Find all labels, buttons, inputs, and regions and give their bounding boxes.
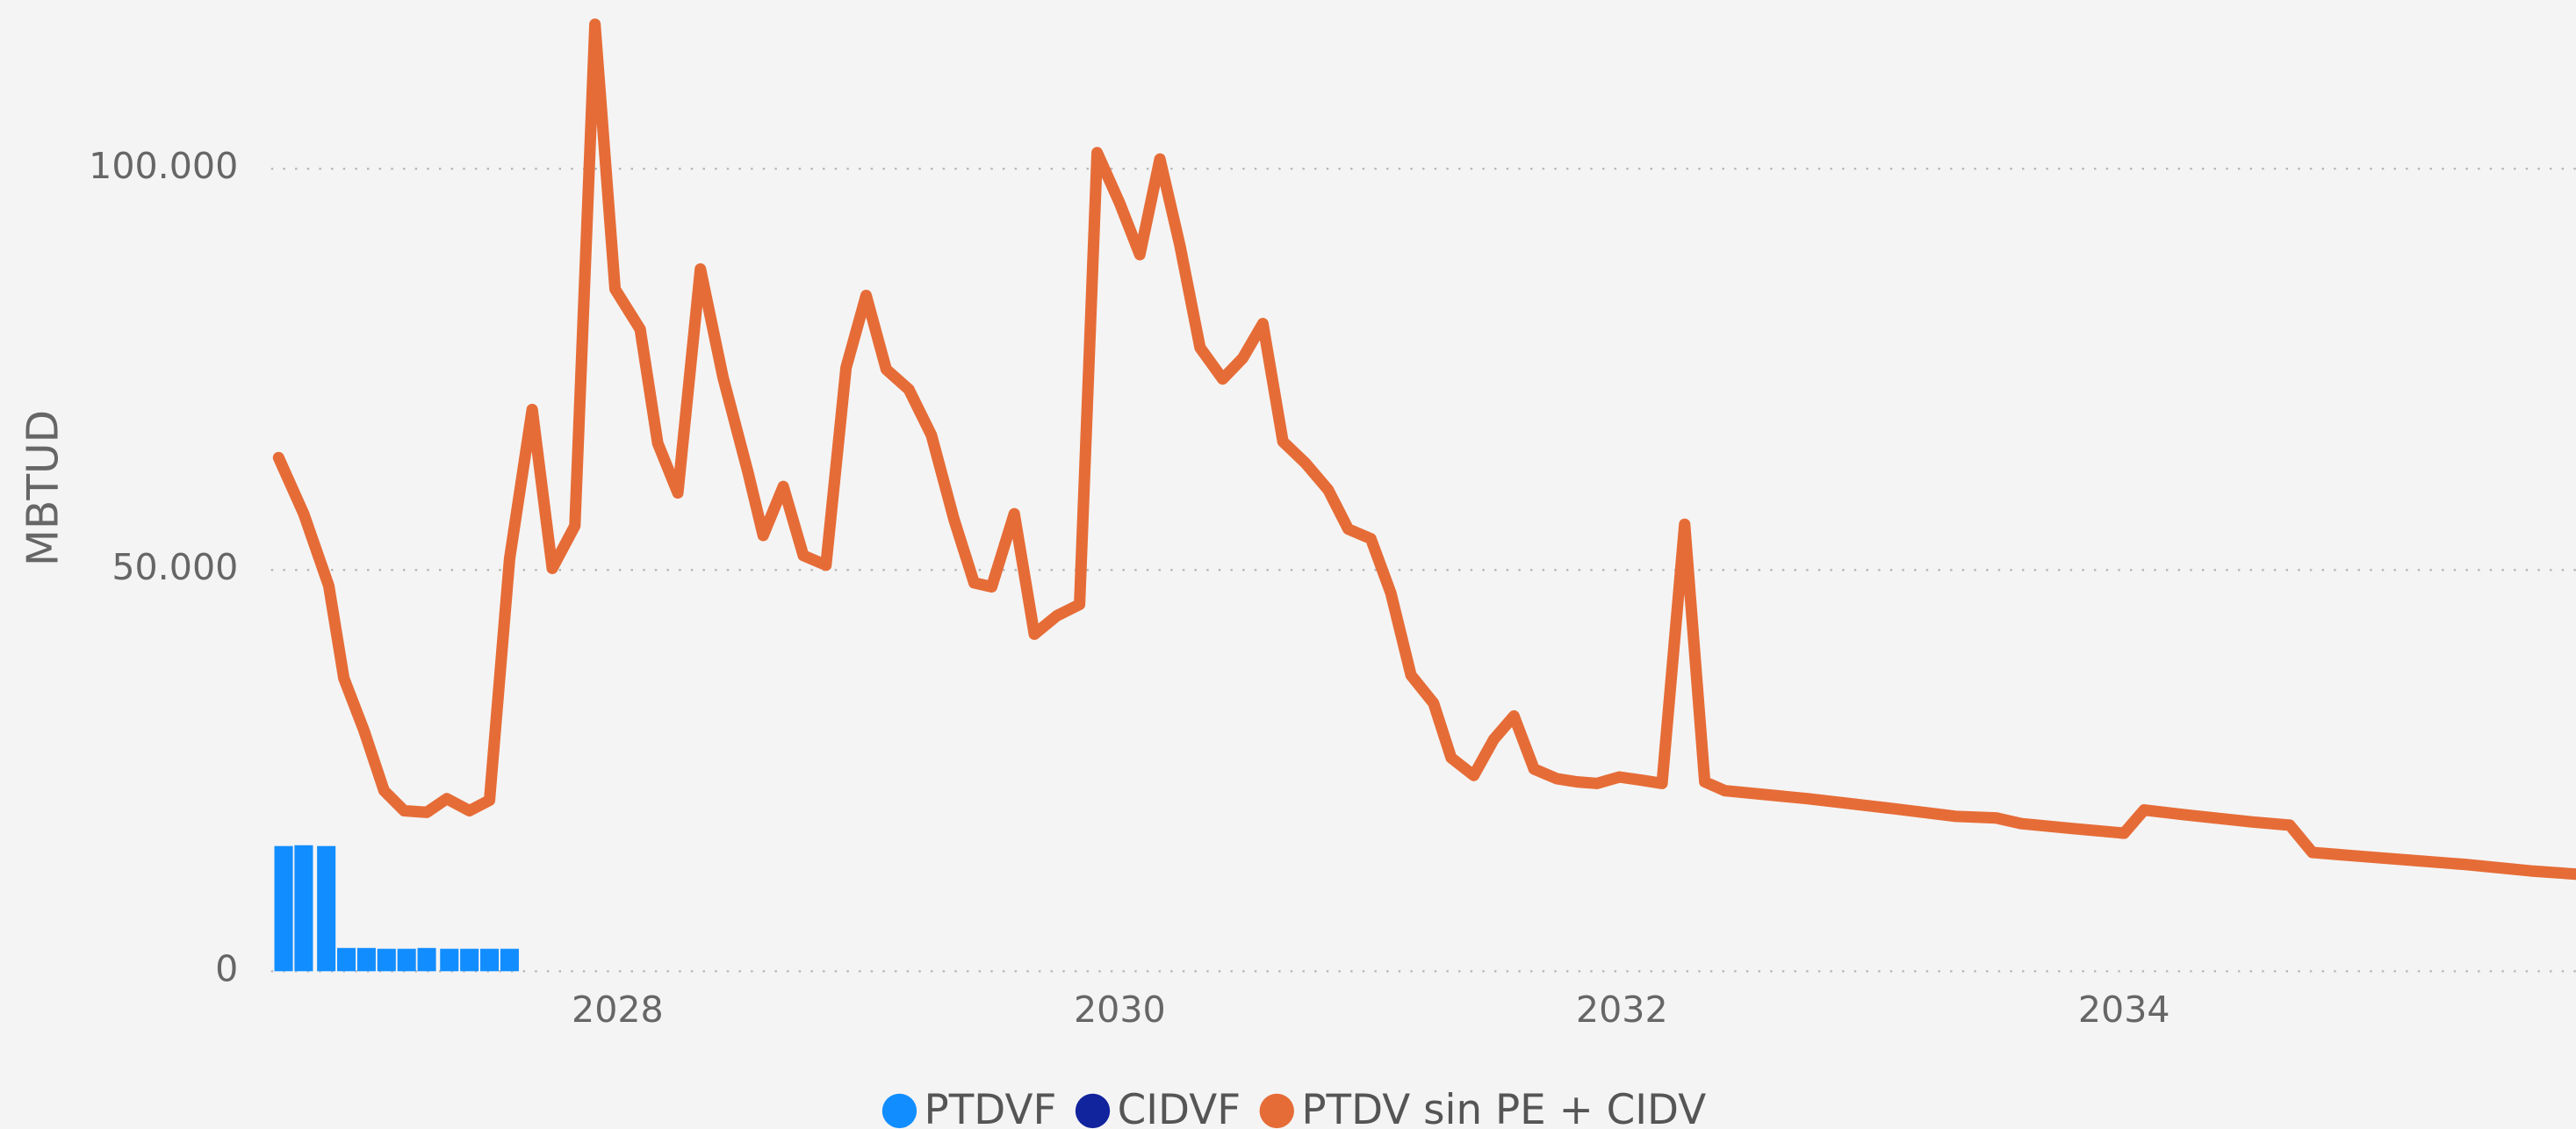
bar [356,947,376,972]
legend-label: PTDVF [925,1087,1057,1129]
bar [460,948,479,972]
x-tick-label: 2034 [2078,989,2170,1031]
x-tick-label: 2030 [1074,989,1166,1031]
bar [337,947,356,972]
legend-label: PTDV sin PE + CIDV [1301,1087,1706,1129]
legend-marker [1259,1093,1294,1129]
x-tick-label: 2032 [1576,989,1668,1031]
bar [274,845,293,972]
bar [440,948,459,972]
legend-marker [1075,1093,1111,1129]
line [272,18,2576,881]
bar [377,948,396,972]
bar [317,845,336,972]
y-tick-label: 50.000 [112,546,238,588]
bar [480,948,500,972]
y-axis-label: MBTUD [18,410,68,566]
y-tick-label: 100.000 [89,145,238,187]
legend-label: CIDVF [1118,1087,1241,1129]
legend-marker [881,1093,917,1129]
y-tick-label: 0 [215,947,238,989]
bar [417,947,436,972]
x-tick-label: 2028 [572,989,664,1031]
bar [500,948,519,972]
bar [397,948,416,972]
bar [294,845,313,972]
